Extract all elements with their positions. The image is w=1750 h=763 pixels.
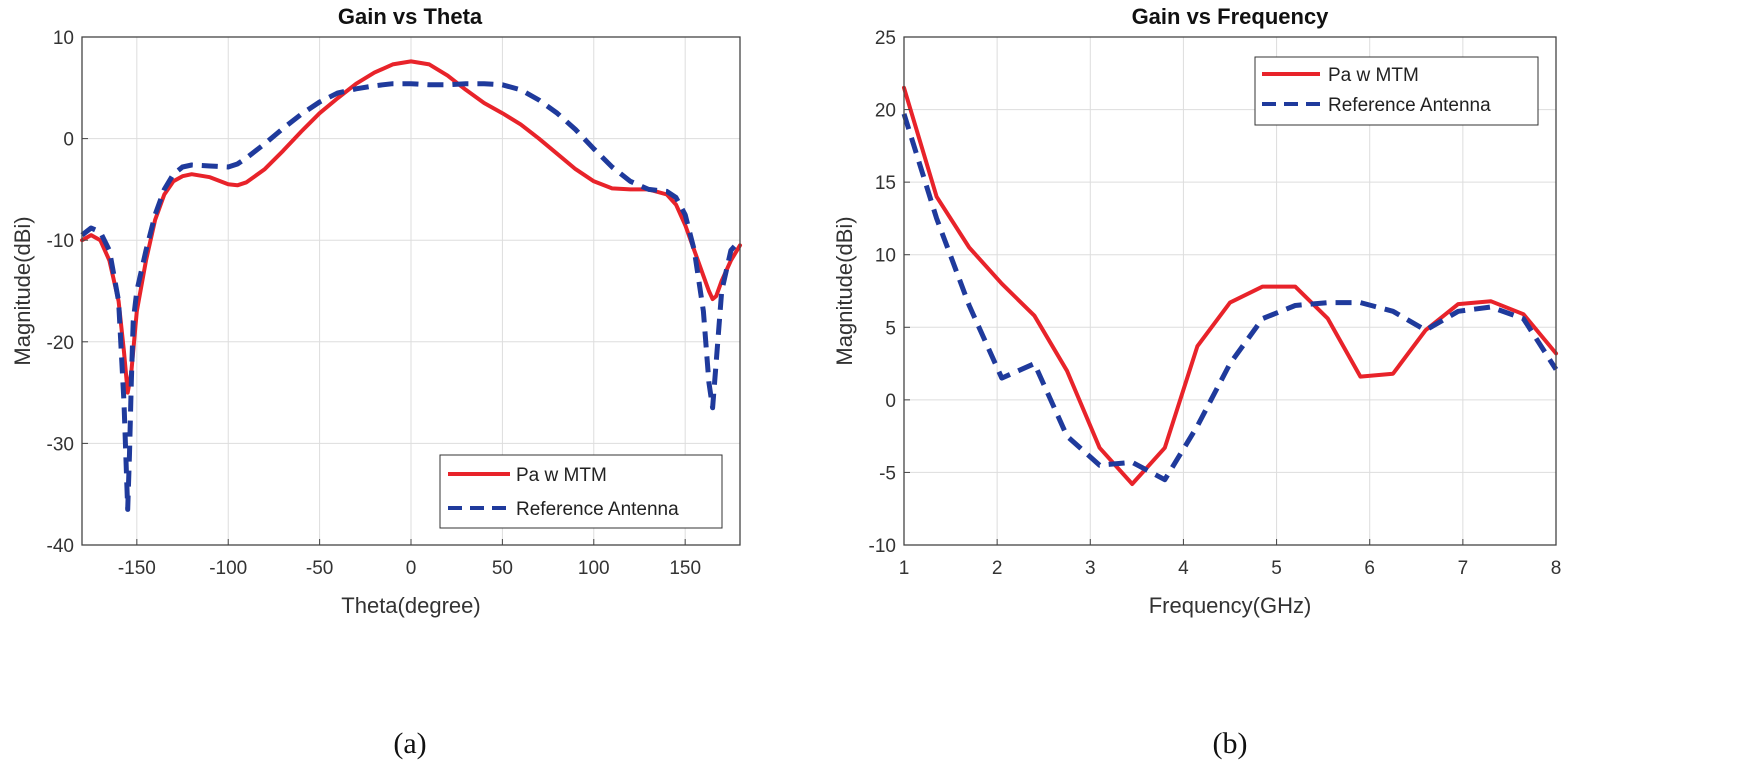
- x-tick-label: -100: [209, 558, 247, 579]
- legend-box: [1254, 56, 1539, 126]
- chart-title: Gain vs Frequency: [1132, 4, 1330, 29]
- legend-label-pa-w-mtm: Pa w MTM: [1328, 65, 1419, 86]
- y-tick-label: -10: [869, 536, 896, 557]
- y-tick-label: -5: [879, 463, 896, 484]
- y-tick-label: 5: [885, 318, 896, 339]
- x-tick-label: -50: [306, 558, 333, 579]
- series-line-reference-antenna: [901, 113, 1559, 483]
- series-line-pa-w-mtm: [80, 59, 742, 395]
- x-axis-label: Frequency(GHz): [1149, 593, 1312, 618]
- y-tick-label: -10: [47, 231, 74, 252]
- panel-caption: (a): [393, 727, 426, 760]
- x-tick-label: 100: [578, 558, 610, 579]
- x-tick-label: 1: [899, 558, 910, 579]
- x-axis-label: Theta(degree): [341, 593, 480, 618]
- y-tick-label: 10: [53, 28, 74, 49]
- legend-label-reference-antenna: Reference Antenna: [1328, 95, 1491, 116]
- tick-labels: 1 2 3 4 5 6 7 8 -10 -5 0 5 10 15 20 25: [869, 28, 1562, 579]
- x-tick-label: 7: [1458, 558, 1469, 579]
- plot-area: [901, 85, 1559, 486]
- chart-panel-gain-vs-frequency: Gain vs Frequency 1 2 3 4 5 6 7 8 -10 -5 0 5 10 15 20 2…: [832, 4, 1561, 760]
- x-tick-label: 0: [406, 558, 417, 579]
- y-tick-label: -30: [47, 434, 74, 455]
- y-tick-label: 10: [875, 246, 896, 267]
- series-line-pa-w-mtm: [902, 85, 1558, 486]
- y-tick-label: 15: [875, 173, 896, 194]
- x-tick-label: 150: [669, 558, 701, 579]
- chart-panel-gain-vs-theta: Gain vs Theta -150 -100 -50 0 50 100 150-40-30…: [10, 4, 742, 760]
- y-tick-label: -20: [47, 333, 74, 354]
- legend: Pa w MTM Reference Antenna: [1254, 56, 1539, 126]
- x-tick-label: -150: [118, 558, 156, 579]
- x-tick-label: 8: [1551, 558, 1562, 579]
- x-tick-label: 6: [1364, 558, 1375, 579]
- chart-title: Gain vs Theta: [338, 4, 483, 29]
- y-axis-label: Magnitude(dBi): [10, 216, 35, 365]
- legend-label-pa-w-mtm: Pa w MTM: [516, 465, 607, 486]
- legend-box: [439, 454, 723, 529]
- x-tick-label: 5: [1271, 558, 1282, 579]
- series-line-reference-antenna: [80, 81, 742, 512]
- x-tick-label: 4: [1178, 558, 1189, 579]
- legend: Pa w MTM Reference Antenna: [439, 454, 723, 529]
- y-tick-label: 20: [875, 101, 896, 122]
- x-tick-label: 3: [1085, 558, 1096, 579]
- plot-area: [80, 59, 742, 512]
- y-tick-label: 0: [63, 130, 74, 151]
- y-tick-label: 25: [875, 28, 896, 49]
- y-axis-label: Magnitude(dBi): [832, 216, 857, 365]
- x-tick-label: 2: [992, 558, 1003, 579]
- y-tick-label: 0: [885, 391, 896, 412]
- panel-caption: (b): [1213, 727, 1248, 760]
- legend-label-reference-antenna: Reference Antenna: [516, 499, 679, 520]
- y-tick-label: -40: [47, 536, 74, 557]
- plot-frame: [903, 36, 1557, 546]
- x-tick-label: 50: [492, 558, 513, 579]
